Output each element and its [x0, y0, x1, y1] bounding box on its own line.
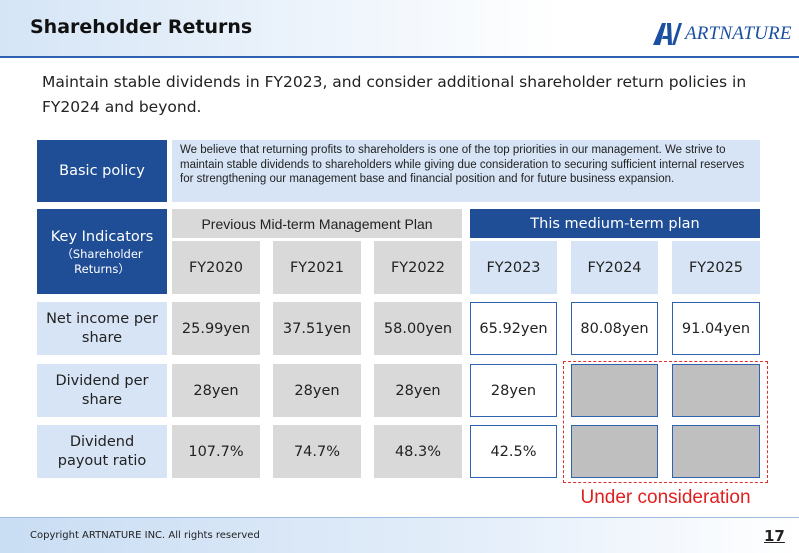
- page-number: 17: [764, 527, 785, 545]
- footer-divider: [0, 517, 799, 518]
- row-label-payout-ratio: Dividend payout ratio: [37, 425, 167, 478]
- under-consideration-box: [563, 361, 768, 483]
- page-title: Shareholder Returns: [30, 16, 253, 38]
- table-cell: 58.00yen: [374, 302, 462, 355]
- lead-text: Maintain stable dividends in FY2023, and…: [42, 73, 747, 116]
- table-cell: 37.51yen: [273, 302, 361, 355]
- table-cell: 80.08yen: [571, 302, 658, 355]
- under-consideration-label: Under consideration: [580, 487, 751, 508]
- logo-text: ARTNATURE: [685, 23, 792, 44]
- table-cell-pending: [571, 364, 658, 417]
- table-cell: 42.5%: [470, 425, 557, 478]
- year-header: FY2021: [273, 241, 361, 294]
- table-cell-pending: [672, 364, 760, 417]
- row-label-net-income: Net income per share: [37, 302, 167, 355]
- year-header: FY2022: [374, 241, 462, 294]
- year-header: FY2024: [571, 241, 658, 294]
- table-cell: 28yen: [273, 364, 361, 417]
- row-label-dividend-per-share: Dividend per share: [37, 364, 167, 417]
- key-indicators-label: Key Indicators: [50, 228, 154, 245]
- artnature-logo: ARTNATURE: [652, 20, 792, 48]
- table-cell: 28yen: [470, 364, 557, 417]
- year-header: FY2020: [172, 241, 260, 294]
- table-cell: 74.7%: [273, 425, 361, 478]
- copyright-text: Copyright ARTNATURE INC. All rights rese…: [30, 530, 260, 541]
- table-cell: 65.92yen: [470, 302, 557, 355]
- header-divider: [0, 56, 799, 58]
- previous-plan-header: Previous Mid-term Management Plan: [172, 209, 462, 238]
- basic-policy-label: Basic policy: [37, 140, 167, 202]
- table-cell: 91.04yen: [672, 302, 760, 355]
- table-cell: 28yen: [172, 364, 260, 417]
- table-cell-pending: [672, 425, 760, 478]
- year-header: FY2023: [470, 241, 557, 294]
- key-indicators-header: Key Indicators （Shareholder Returns）: [37, 209, 167, 294]
- table-cell-pending: [571, 425, 658, 478]
- table-cell: 107.7%: [172, 425, 260, 478]
- table-cell: 28yen: [374, 364, 462, 417]
- year-header: FY2025: [672, 241, 760, 294]
- header-band: [0, 0, 799, 56]
- table-cell: 25.99yen: [172, 302, 260, 355]
- logo-mark-icon: [653, 23, 682, 45]
- table-cell: 48.3%: [374, 425, 462, 478]
- current-plan-header: This medium-term plan: [470, 209, 760, 238]
- key-indicators-sublabel: （Shareholder Returns）: [61, 246, 143, 276]
- footer-band: [0, 517, 799, 553]
- basic-policy-text: We believe that returning profits to sha…: [172, 140, 760, 202]
